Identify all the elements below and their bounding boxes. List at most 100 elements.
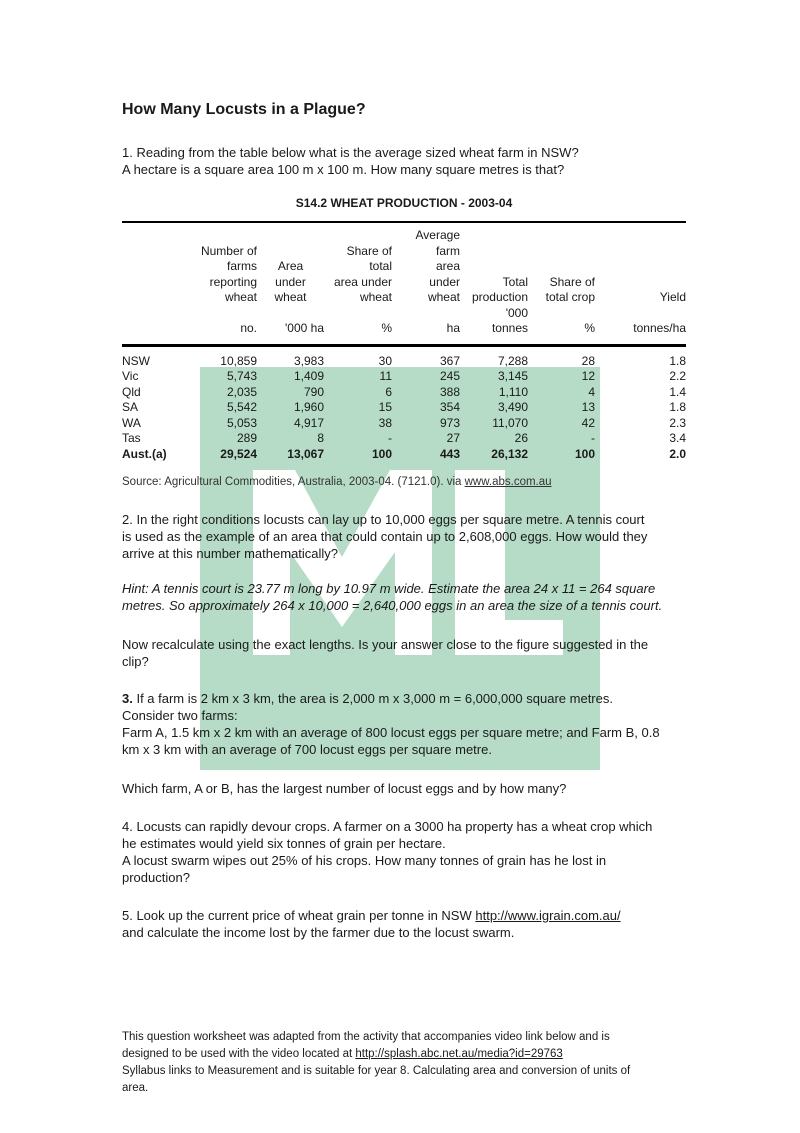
text-line: clip?	[122, 654, 149, 669]
which-farm-question: Which farm, A or B, has the largest numb…	[122, 780, 682, 797]
question-3: 3. If a farm is 2 km x 3 km, the area is…	[122, 690, 682, 758]
text-line: km x 3 km with an average of 700 locust …	[122, 742, 492, 757]
table-cell: 1,960	[293, 400, 324, 414]
text-line: Syllabus links to Measurement and is sui…	[122, 1065, 631, 1077]
table-cell: 15	[378, 400, 392, 414]
table-cell: 26	[514, 431, 528, 445]
table-cell: 26,132	[491, 446, 528, 461]
table-cell: 5,053	[226, 415, 257, 430]
text-line: A hectare is a square area 100 m x 100 m…	[122, 162, 565, 177]
header-cell: Yield	[659, 290, 686, 304]
table-cell: 2.3	[669, 415, 686, 430]
text-line: 2. In the right conditions locusts can l…	[122, 512, 645, 527]
text-line: is used as the example of an area that c…	[122, 529, 648, 544]
header-cell: Share of total area under wheat	[333, 243, 392, 305]
table-cell: 30	[378, 353, 392, 368]
source-link[interactable]: www.abs.com.au	[464, 476, 552, 488]
table-row: NSW 10,859 3,983 30 367 7,288 28 1.8	[122, 354, 686, 370]
table-cell: 973	[439, 415, 460, 430]
text-line: 5. Look up the current price of wheat gr…	[122, 908, 476, 923]
question-5: 5. Look up the current price of wheat gr…	[122, 907, 682, 941]
footer-note: This question worksheet was adapted from…	[122, 1029, 682, 1097]
igrain-link[interactable]: http://www.igrain.com.au/	[475, 908, 621, 923]
table-header-rule	[122, 343, 686, 347]
text-line: If a farm is 2 km x 3 km, the area is 2,…	[132, 691, 613, 706]
text-line: This question worksheet was adapted from…	[122, 1031, 610, 1043]
table-cell: 10,859	[220, 353, 257, 368]
question-4: 4. Locusts can rapidly devour crops. A f…	[122, 818, 682, 886]
table-cell: 354	[439, 400, 460, 414]
row-label: Qld	[122, 384, 141, 399]
text-line: metres. So approximately 264 x 10,000 = …	[122, 598, 663, 613]
text-line: Hint: A tennis court is 23.77 m long by …	[122, 581, 656, 596]
watermark-letters	[253, 470, 563, 655]
table-title: S14.2 WHEAT PRODUCTION - 2003-04	[295, 196, 513, 210]
row-label: Tas	[122, 431, 141, 445]
text-line: A locust swarm wipes out 25% of his crop…	[122, 853, 607, 868]
text-line: he estimates would yield six tonnes of g…	[122, 836, 446, 851]
table-cell: -	[591, 431, 595, 445]
table-cell: 1,409	[293, 369, 324, 383]
unit-cell: %	[584, 321, 595, 335]
text-line: Which farm, A or B, has the largest numb…	[122, 781, 567, 796]
table-header-row: Number of farms reporting wheat Area und…	[122, 228, 686, 306]
text-line: 4. Locusts can rapidly devour crops. A f…	[122, 819, 653, 834]
table-cell: 1.8	[669, 400, 686, 414]
question-1: 1. Reading from the table below what is …	[122, 144, 682, 178]
recalculate-prompt: Now recalculate using the exact lengths.…	[122, 636, 682, 670]
table-cell: 2,035	[226, 384, 257, 399]
table-cell: 28	[581, 353, 595, 368]
table-cell: 38	[378, 415, 392, 430]
table-source: Source: Agricultural Commodities, Austra…	[122, 476, 552, 488]
unit-cell: '000 tonnes	[491, 305, 528, 336]
question-2: 2. In the right conditions locusts can l…	[122, 511, 682, 562]
table-cell: 100	[574, 446, 595, 461]
table-cell: 1.4	[669, 384, 686, 399]
table-cell: 5,542	[226, 400, 257, 414]
text-line: production?	[122, 870, 190, 885]
table-cell: -	[388, 431, 392, 445]
watermark	[200, 367, 600, 770]
table-cell: 12	[581, 369, 595, 383]
page-title: How Many Locusts in a Plague?	[122, 101, 366, 118]
table-cell: 42	[581, 415, 595, 430]
source-text: Source: Agricultural Commodities, Austra…	[122, 476, 465, 488]
text-line: designed to be used with the video locat…	[122, 1048, 356, 1060]
table-row: Qld 2,035 790 6 388 1,110 4 1.4	[122, 385, 686, 401]
table-cell: 6	[385, 384, 392, 399]
table-cell: 29,524	[220, 446, 257, 461]
table-cell: 11,070	[492, 415, 528, 430]
table-cell: 13	[581, 400, 595, 414]
table-cell: 388	[439, 384, 460, 399]
table-row: Tas 289 8 - 27 26 - 3.4	[122, 431, 686, 447]
row-label: Aust.(a)	[122, 446, 167, 461]
row-label: WA	[122, 415, 141, 430]
table-row: WA 5,053 4,917 38 973 11,070 42 2.3	[122, 416, 686, 432]
table-cell: 790	[303, 384, 324, 399]
table-cell: 1,110	[498, 384, 528, 399]
table-cell: 2.0	[669, 446, 686, 461]
text-line: area.	[122, 1082, 149, 1094]
header-cell: Average farm area under wheat	[415, 228, 460, 304]
text-line: arrive at this number mathematically?	[122, 546, 339, 561]
question-number: 3.	[122, 691, 133, 706]
table-body: NSW 10,859 3,983 30 367 7,288 28 1.8 Vic 5,743 1,4…	[122, 354, 686, 463]
header-cell: Area under wheat	[274, 259, 307, 304]
table-cell: 5,743	[226, 369, 257, 383]
hint: Hint: A tennis court is 23.77 m long by …	[122, 580, 682, 614]
row-label: SA	[122, 400, 139, 414]
unit-cell: no.	[240, 321, 257, 335]
header-cell: Share of total crop	[545, 274, 595, 305]
table-cell: 3,145	[497, 369, 528, 383]
table-cell: 3.4	[669, 431, 686, 445]
header-cell	[122, 228, 200, 306]
unit-cell: '000 ha	[285, 321, 324, 335]
table-cell: 4	[588, 384, 595, 399]
table-cell: 367	[439, 353, 460, 368]
table-cell: 289	[236, 431, 257, 445]
table-row: Vic 5,743 1,409 11 245 3,145 12 2.2	[122, 369, 686, 385]
text-line: Farm A, 1.5 km x 2 km with an average of…	[122, 725, 660, 740]
video-link[interactable]: http://splash.abc.net.au/media?id=29763	[355, 1048, 563, 1060]
header-cell: Number of farms reporting wheat	[200, 243, 257, 305]
text-line: Consider two farms:	[122, 708, 238, 723]
